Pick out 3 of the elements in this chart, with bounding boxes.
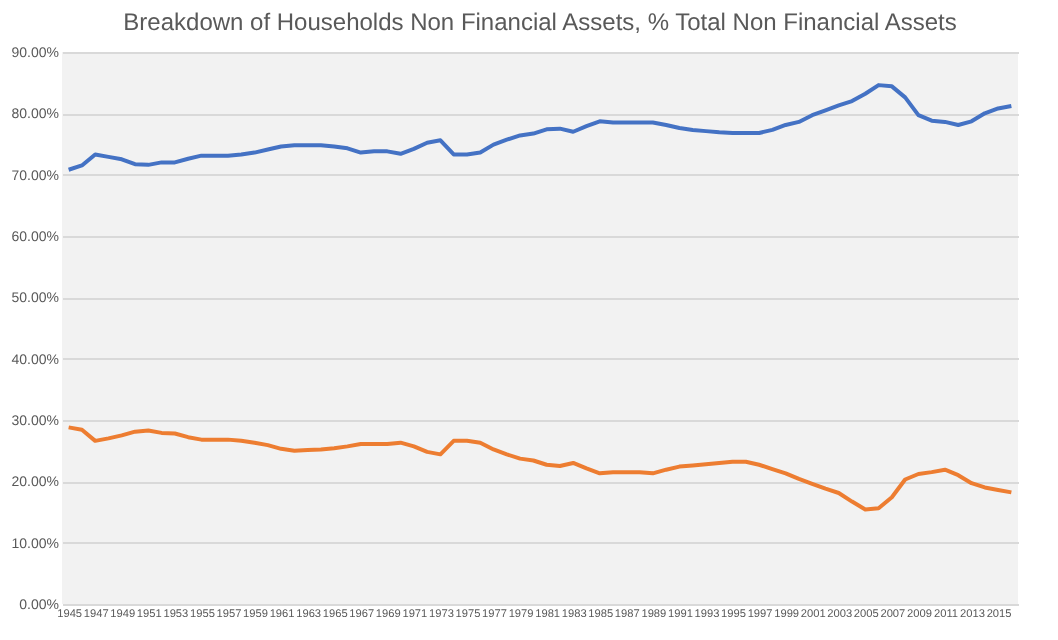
- line-series: [66, 83, 1014, 172]
- chart-title: Breakdown of Households Non Financial Assets, % Total Non Financial Assets: [123, 8, 957, 36]
- line-series: [66, 425, 1014, 512]
